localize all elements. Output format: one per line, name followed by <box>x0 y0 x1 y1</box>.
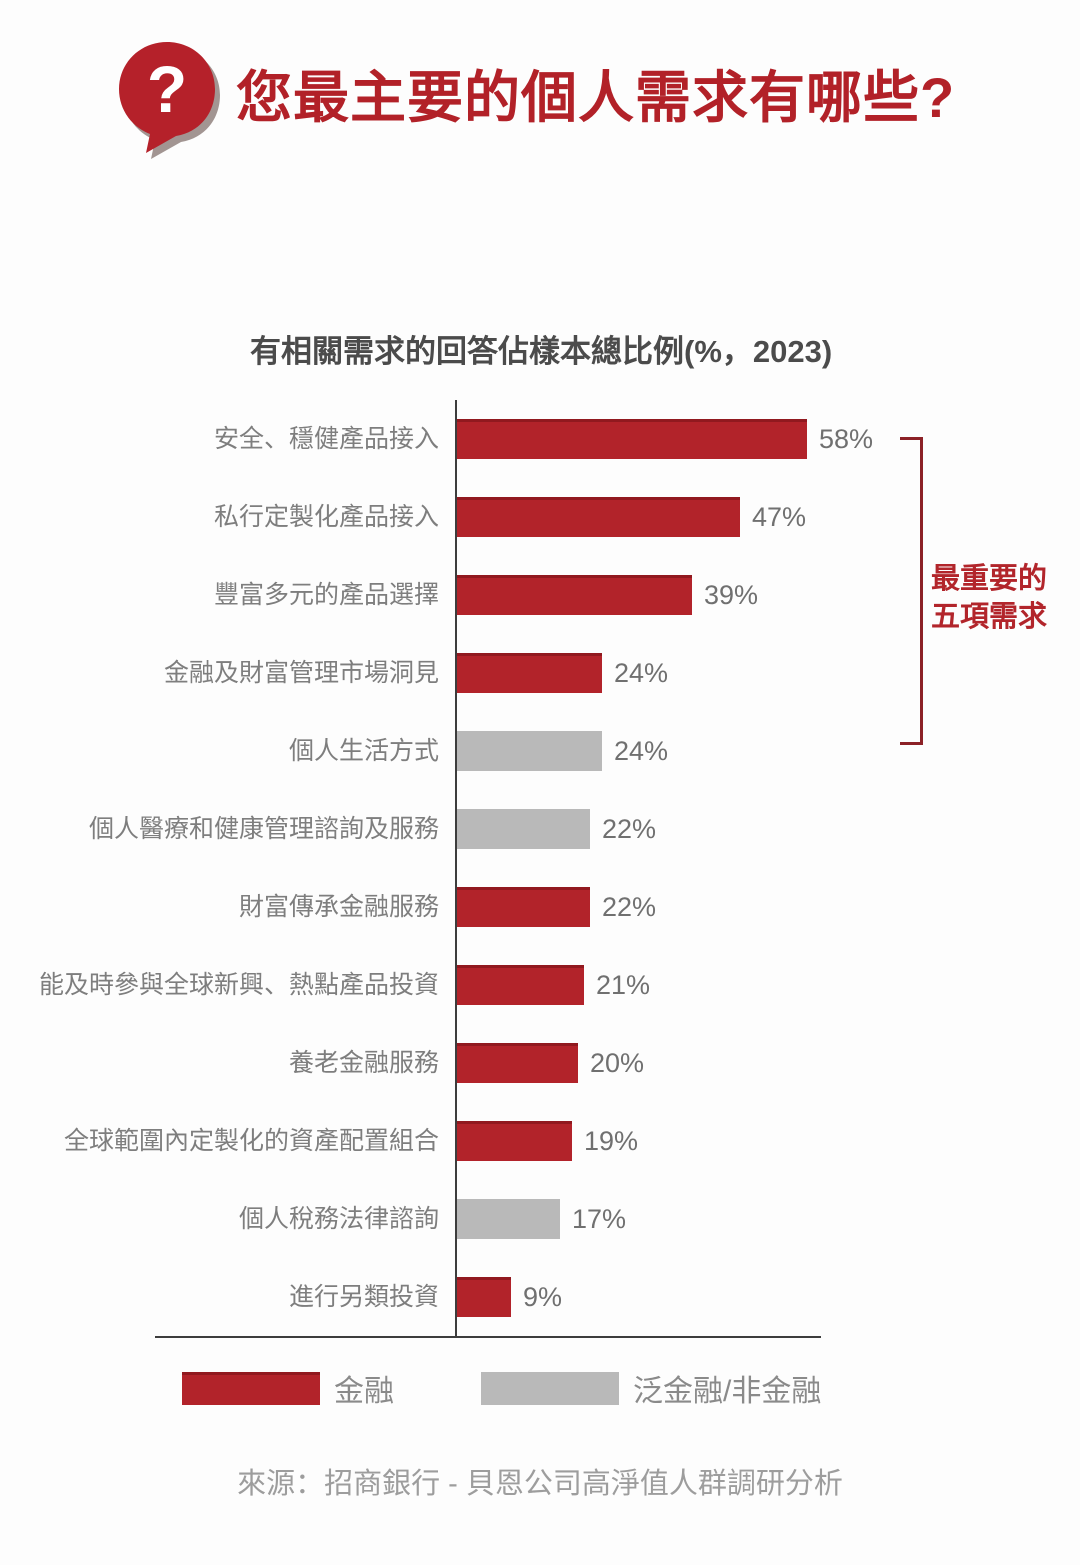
category-label: 財富傳承金融服務 <box>238 892 439 921</box>
value-label: 9% <box>523 1281 563 1312</box>
category-label: 私行定製化產品接入 <box>213 502 439 531</box>
chart-subtitle: 有相關需求的回答佔樣本總比例(%，2023) <box>250 334 833 369</box>
category-label: 個人生活方式 <box>288 736 439 765</box>
x-axis-line <box>155 1336 821 1338</box>
bar-zone: 20% <box>455 1024 1080 1102</box>
chart-row: 豐富多元的產品選擇 39% <box>0 556 1080 634</box>
bar-zone: 24% <box>455 712 1080 790</box>
bar-zone: 22% <box>455 790 1080 868</box>
category-label: 豐富多元的產品選擇 <box>213 580 439 609</box>
chart-row: 私行定製化產品接入 47% <box>0 478 1080 556</box>
bar <box>457 1043 578 1083</box>
legend-swatch-nonfinancial <box>481 1371 619 1405</box>
category-label: 進行另類投資 <box>288 1282 439 1311</box>
bar-zone: 22% <box>455 868 1080 946</box>
legend-label-nonfinancial: 泛金融/非金融 <box>633 1375 822 1408</box>
top-five-bracket <box>900 437 923 745</box>
value-label: 24% <box>614 657 669 688</box>
bar-zone: 19% <box>455 1102 1080 1180</box>
bar <box>457 575 692 615</box>
category-label: 金融及財富管理市場洞見 <box>163 658 439 687</box>
top-five-annotation: 最重要的 五項需求 <box>931 560 1047 636</box>
category-label: 個人稅務法律諮詢 <box>238 1204 439 1233</box>
legend: 金融 泛金融/非金融 <box>0 1366 1080 1408</box>
bar-zone: 47% <box>455 478 1080 556</box>
category-label: 能及時參與全球新興、熱點產品投資 <box>38 970 439 999</box>
chart-row: 金融及財富管理市場洞見 24% <box>0 634 1080 712</box>
chart-row: 全球範圍內定製化的資產配置組合 19% <box>0 1102 1080 1180</box>
chart-row: 養老金融服務 20% <box>0 1024 1080 1102</box>
chart-row: 能及時參與全球新興、熱點產品投資 21% <box>0 946 1080 1024</box>
value-label: 22% <box>602 813 657 844</box>
value-label: 22% <box>602 891 657 922</box>
value-label: 21% <box>596 969 651 1000</box>
category-label: 全球範圍內定製化的資產配置組合 <box>63 1126 439 1155</box>
bar-zone: 21% <box>455 946 1080 1024</box>
category-label: 安全、穩健產品接入 <box>213 424 439 453</box>
page-header: ? 您最主要的個人需求有哪些? <box>116 40 955 156</box>
annotation-line-2: 五項需求 <box>931 601 1048 633</box>
bar <box>457 653 602 693</box>
bar-zone: 17% <box>455 1180 1080 1258</box>
legend-item-nonfinancial: 泛金融/非金融 <box>481 1366 821 1410</box>
legend-swatch-financial <box>182 1371 320 1405</box>
bar <box>457 809 590 849</box>
bar <box>457 731 602 771</box>
chart-row: 財富傳承金融服務 22% <box>0 868 1080 946</box>
bar <box>457 887 590 927</box>
chart-row: 個人醫療和健康管理諮詢及服務 22% <box>0 790 1080 868</box>
category-label: 養老金融服務 <box>288 1048 439 1077</box>
bar <box>457 965 584 1005</box>
bar-zone: 39% <box>455 556 1080 634</box>
value-label: 47% <box>752 501 807 532</box>
chart-rows: 安全、穩健產品接入 58% 私行定製化產品接入 47% 豐富多元的產品選擇 39% 金融及財… <box>0 400 1080 1336</box>
bar <box>457 497 740 537</box>
value-label: 17% <box>572 1203 627 1234</box>
bar <box>457 1121 572 1161</box>
bar <box>457 1199 560 1239</box>
chart-row: 進行另類投資 9% <box>0 1258 1080 1336</box>
bar-zone: 9% <box>455 1258 1080 1336</box>
bar-zone: 24% <box>455 634 1080 712</box>
bar <box>457 419 807 459</box>
category-label: 個人醫療和健康管理諮詢及服務 <box>88 814 439 843</box>
bar-zone: 58% <box>455 400 1080 478</box>
annotation-line-1: 最重要的 <box>931 563 1048 595</box>
svg-text:?: ? <box>147 52 187 126</box>
bar <box>457 1277 511 1317</box>
legend-item-financial: 金融 <box>182 1366 394 1410</box>
legend-label-financial: 金融 <box>334 1375 394 1408</box>
value-label: 20% <box>590 1047 645 1078</box>
page-title: 您最主要的個人需求有哪些? <box>236 66 956 130</box>
chart-row: 個人稅務法律諮詢 17% <box>0 1180 1080 1258</box>
question-mark-bubble-icon: ? <box>119 42 215 153</box>
value-label: 24% <box>614 735 669 766</box>
source-text: 來源：招商銀行 - 貝恩公司高淨值人群調研分析 <box>237 1468 843 1500</box>
value-label: 39% <box>704 579 759 610</box>
chart-row: 安全、穩健產品接入 58% <box>0 400 1080 478</box>
chart-row: 個人生活方式 24% <box>0 712 1080 790</box>
value-label: 19% <box>584 1125 639 1156</box>
value-label: 58% <box>819 423 874 454</box>
